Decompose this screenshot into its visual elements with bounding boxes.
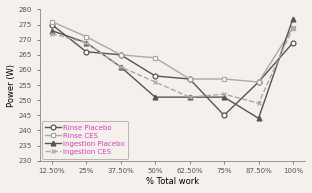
Legend: Rinse Placebo, Rinse CES, Ingestion Placebo, Ingestion CES: Rinse Placebo, Rinse CES, Ingestion Plac… <box>42 121 129 159</box>
Y-axis label: Power (W): Power (W) <box>7 63 16 107</box>
X-axis label: % Total work: % Total work <box>146 177 199 186</box>
